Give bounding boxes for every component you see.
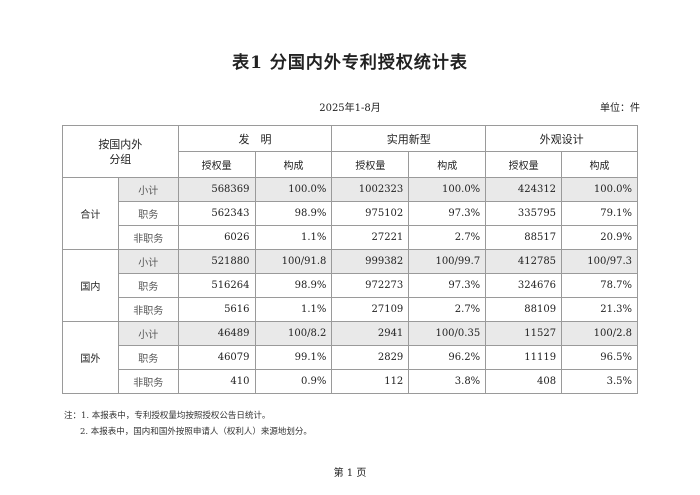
- page-number: 第 1 页: [333, 468, 367, 479]
- grant-count-cell: 27221: [331, 225, 410, 250]
- share-cell: 79.1%: [561, 201, 638, 226]
- row-label: 非职务: [117, 297, 179, 322]
- share-cell: 3.8%: [408, 369, 487, 394]
- sub-header: 构成: [408, 151, 487, 178]
- share-cell: 0.9%: [254, 369, 333, 394]
- grant-count-cell: 6026: [177, 225, 256, 250]
- share-cell: 97.3%: [408, 273, 487, 298]
- share-cell: 100/91.8: [254, 249, 333, 274]
- share-cell: 96.2%: [408, 345, 487, 370]
- footnote-1: 注：1. 本报表中，专利授权量均按照授权公告日统计。: [64, 411, 271, 421]
- grant-count-cell: 2829: [331, 345, 410, 370]
- row-label: 小计: [117, 177, 179, 202]
- sub-header: 授权量: [485, 151, 563, 178]
- sub-header: 构成: [561, 151, 638, 178]
- sub-header: 构成: [254, 151, 333, 178]
- grant-count-cell: 408: [485, 369, 563, 394]
- sub-header: 授权量: [331, 151, 410, 178]
- table-row: 合计 小计 568369 100.0% 1002323 100.0% 424312 100.0…: [62, 177, 638, 250]
- share-cell: 100/8.2: [254, 321, 333, 346]
- grant-count-cell: 975102: [331, 201, 410, 226]
- row-label: 非职务: [117, 369, 179, 394]
- grant-count-cell: 88517: [485, 225, 563, 250]
- grant-count-cell: 335795: [485, 201, 563, 226]
- share-cell: 97.3%: [408, 201, 487, 226]
- share-cell: 100/97.3: [561, 249, 638, 274]
- row-label: 小计: [117, 321, 179, 346]
- grant-count-cell: 410: [177, 369, 256, 394]
- unit-label: 单位：件: [600, 103, 640, 114]
- table-row: 非职务 410 0.9% 112 3.8% 408 3.5%: [63, 369, 638, 394]
- table-row: 职务 46079 99.1% 2829 96.2% 11119 96.5%: [63, 345, 638, 370]
- share-cell: 100/2.8: [561, 321, 638, 346]
- table-row: 职务 562343 98.9% 975102 97.3% 335795 79.1%: [63, 201, 638, 226]
- share-cell: 100/0.35: [408, 321, 487, 346]
- patent-grant-table: 按国内外 分组 发 明 实用新型 外观设计 授权量 构成 授权量 构成 授权量 …: [62, 125, 638, 394]
- grant-count-cell: 424312: [485, 177, 563, 202]
- row-label: 非职务: [117, 225, 179, 250]
- group-label: 国外: [62, 321, 119, 394]
- share-cell: 100/99.7: [408, 249, 487, 274]
- sub-header: 授权量: [177, 151, 256, 178]
- grant-count-cell: 562343: [177, 201, 256, 226]
- share-cell: 20.9%: [561, 225, 638, 250]
- share-cell: 1.1%: [254, 225, 333, 250]
- grant-count-cell: 5616: [177, 297, 256, 322]
- report-period: 2025年1-8月: [319, 103, 381, 114]
- share-cell: 3.5%: [561, 369, 638, 394]
- grant-count-cell: 999382: [331, 249, 410, 274]
- share-cell: 99.1%: [254, 345, 333, 370]
- row-label: 职务: [117, 273, 179, 298]
- grant-count-cell: 412785: [485, 249, 563, 274]
- share-cell: 78.7%: [561, 273, 638, 298]
- grant-count-cell: 516264: [177, 273, 256, 298]
- category-design: 外观设计: [485, 125, 638, 152]
- share-cell: 1.1%: [254, 297, 333, 322]
- table-row: 国外 小计 46489 100/8.2 2941 100/0.35 11527 100/2.8: [62, 321, 638, 394]
- share-cell: 2.7%: [408, 225, 487, 250]
- share-cell: 96.5%: [561, 345, 638, 370]
- grant-count-cell: 521880: [177, 249, 256, 274]
- grant-count-cell: 568369: [177, 177, 256, 202]
- grant-count-cell: 324676: [485, 273, 563, 298]
- grant-count-cell: 2941: [331, 321, 410, 346]
- footnote-2: 2. 本报表中，国内和国外按照申请人（权利人）来源地划分。: [80, 427, 312, 437]
- group-label: 国内: [62, 249, 119, 322]
- group-label: 合计: [62, 177, 119, 250]
- row-label: 职务: [117, 201, 179, 226]
- grant-count-cell: 27109: [331, 297, 410, 322]
- share-cell: 98.9%: [254, 273, 333, 298]
- row-label: 小计: [117, 249, 179, 274]
- category-invention: 发 明: [177, 125, 333, 152]
- grant-count-cell: 11119: [485, 345, 563, 370]
- share-cell: 21.3%: [561, 297, 638, 322]
- grant-count-cell: 11527: [485, 321, 563, 346]
- table-row: 非职务 6026 1.1% 27221 2.7% 88517 20.9%: [63, 225, 638, 250]
- share-cell: 100.0%: [408, 177, 487, 202]
- grant-count-cell: 1002323: [331, 177, 410, 202]
- table-row: 非职务 5616 1.1% 27109 2.7% 88109 21.3%: [63, 297, 638, 322]
- row-group-header: 按国内外 分组: [62, 125, 179, 178]
- grant-count-cell: 46079: [177, 345, 256, 370]
- grant-count-cell: 46489: [177, 321, 256, 346]
- share-cell: 2.7%: [408, 297, 487, 322]
- share-cell: 100.0%: [254, 177, 333, 202]
- table-title: 表1 分国内外专利授权统计表: [232, 53, 468, 73]
- grant-count-cell: 112: [331, 369, 410, 394]
- grant-count-cell: 88109: [485, 297, 563, 322]
- share-cell: 98.9%: [254, 201, 333, 226]
- table-row: 国内 小计 521880 100/91.8 999382 100/99.7 412785 10…: [62, 249, 638, 322]
- grant-count-cell: 972273: [331, 273, 410, 298]
- share-cell: 100.0%: [561, 177, 638, 202]
- table-row: 职务 516264 98.9% 972273 97.3% 324676 78.7%: [63, 273, 638, 298]
- row-label: 职务: [117, 345, 179, 370]
- category-utility-model: 实用新型: [331, 125, 487, 152]
